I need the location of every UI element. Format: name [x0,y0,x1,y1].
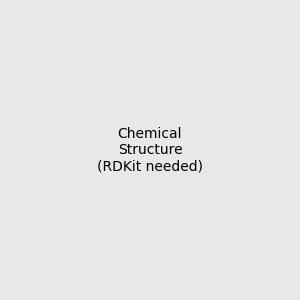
Text: Chemical
Structure
(RDKit needed): Chemical Structure (RDKit needed) [97,127,203,173]
